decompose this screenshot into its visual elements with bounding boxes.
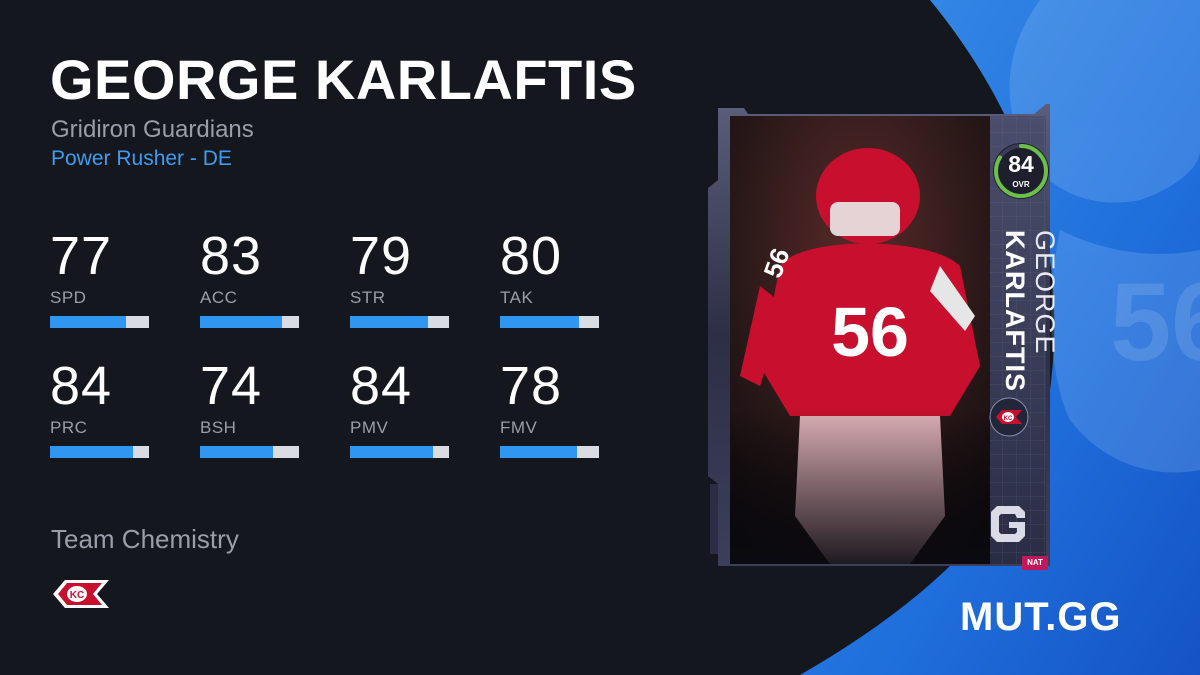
stat-label: TAK bbox=[500, 288, 534, 307]
stat-value: 79 bbox=[350, 226, 413, 286]
stat-pmv: 84 PMV bbox=[350, 356, 450, 458]
stat-spd: 77 SPD bbox=[50, 226, 150, 328]
stat-value: 78 bbox=[500, 356, 563, 416]
stat-bar-fill bbox=[50, 446, 134, 458]
card-last-name: KARLAFTIS bbox=[1000, 230, 1030, 392]
gridiron-guardians-g-icon bbox=[991, 506, 1025, 542]
svg-text:KC: KC bbox=[70, 590, 84, 601]
archetype-position: Power Rusher - DE bbox=[51, 147, 232, 170]
player-card[interactable]: 56 56 84 OVR GEORGE KARLAFTIS KC NAT bbox=[708, 104, 1060, 574]
stat-label: PMV bbox=[350, 418, 389, 437]
stat-bar-fill bbox=[350, 446, 434, 458]
overall-label: OVR bbox=[1012, 180, 1030, 189]
stat-bar bbox=[500, 446, 599, 458]
overall-rating-badge: 84 OVR bbox=[988, 138, 1054, 204]
stat-value: 84 bbox=[350, 356, 413, 416]
stat-value: 74 bbox=[200, 356, 263, 416]
stat-value: 80 bbox=[500, 226, 563, 286]
card-first-name: GEORGE bbox=[1030, 230, 1060, 355]
stat-bar bbox=[200, 316, 299, 328]
svg-text:KC: KC bbox=[1004, 416, 1013, 422]
stat-bar-fill bbox=[500, 316, 580, 328]
stat-bar-fill bbox=[350, 316, 429, 328]
stat-bar bbox=[350, 446, 449, 458]
stat-value: 77 bbox=[50, 226, 113, 286]
chiefs-arrowhead-icon: KC bbox=[989, 397, 1029, 437]
chiefs-arrowhead-logo[interactable]: KC bbox=[51, 574, 111, 614]
stat-label: STR bbox=[350, 288, 386, 307]
player-name-title: GEORGE KARLAFTIS bbox=[50, 48, 637, 111]
stat-bar bbox=[350, 316, 449, 328]
stat-label: FMV bbox=[500, 418, 538, 437]
stat-fmv: 78 FMV bbox=[500, 356, 600, 458]
stat-bsh: 74 BSH bbox=[200, 356, 300, 458]
stat-label: SPD bbox=[50, 288, 87, 307]
svg-text:56: 56 bbox=[1110, 261, 1200, 384]
player-photo: 56 56 bbox=[730, 116, 990, 564]
stat-label: BSH bbox=[200, 418, 237, 437]
stat-label: PRC bbox=[50, 418, 88, 437]
stat-bar-fill bbox=[500, 446, 578, 458]
stat-bar bbox=[50, 316, 149, 328]
ovr-ring-icon bbox=[993, 143, 1049, 199]
brand-logo[interactable]: MUT.GG bbox=[960, 595, 1122, 639]
stat-label: ACC bbox=[200, 288, 238, 307]
stat-str: 79 STR bbox=[350, 226, 450, 328]
stats-grid: 77 SPD 83 ACC 79 STR 80 TAK 84 PRC 74 BS… bbox=[50, 226, 610, 458]
stat-bar-fill bbox=[200, 446, 274, 458]
card-player-name: GEORGE KARLAFTIS bbox=[968, 230, 1068, 480]
stat-bar-fill bbox=[50, 316, 127, 328]
stat-prc: 84 PRC bbox=[50, 356, 150, 458]
stat-value: 83 bbox=[200, 226, 263, 286]
team-chemistry-label: Team Chemistry bbox=[51, 524, 239, 554]
stat-bar bbox=[500, 316, 599, 328]
overall-value: 84 bbox=[1008, 151, 1034, 177]
stat-bar-fill bbox=[200, 316, 283, 328]
stat-value: 84 bbox=[50, 356, 113, 416]
nat-badge: NAT bbox=[1022, 556, 1048, 570]
stat-acc: 83 ACC bbox=[200, 226, 300, 328]
program-name: Gridiron Guardians bbox=[51, 116, 254, 143]
stat-bar bbox=[50, 446, 149, 458]
stat-bar bbox=[200, 446, 299, 458]
stat-tak: 80 TAK bbox=[500, 226, 600, 328]
